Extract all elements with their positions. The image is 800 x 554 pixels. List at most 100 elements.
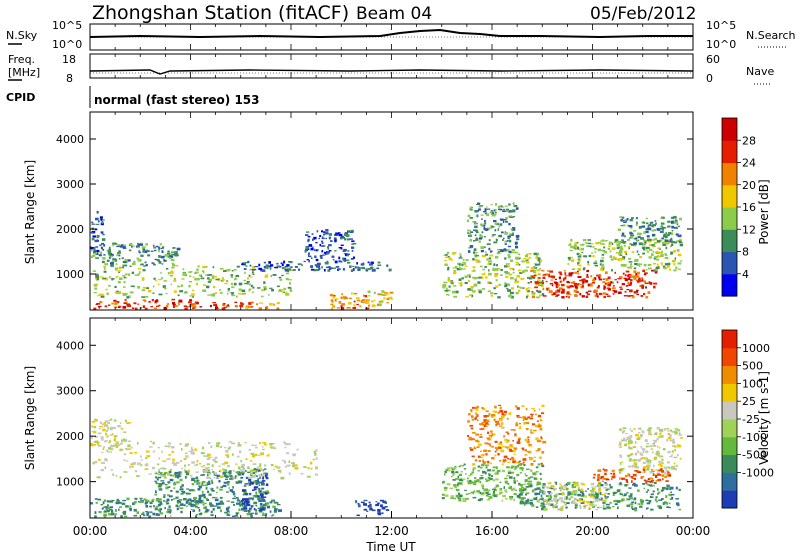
echo-cell [158,249,160,253]
echo-cell [526,253,528,256]
echo-cell [250,284,253,288]
echo-cell [274,508,278,511]
echo-region [367,290,394,307]
echo-cell [579,504,582,507]
colorbar-segment [722,454,737,473]
colorbar-segment [722,401,737,420]
echo-cell [517,269,521,272]
echo-cell [230,501,235,503]
echo-cell [657,454,661,457]
echo-cell [145,450,150,453]
echo-cell [98,220,100,223]
echo-cell [121,448,124,452]
echo-cell [269,501,273,504]
echo-cell [467,229,471,232]
echo-cell [571,486,575,489]
echo-cell [315,242,318,244]
echo-cell [484,208,487,211]
echo-cell [505,490,508,493]
echo-cell [507,248,510,251]
echo-cell [266,455,270,457]
echo-cell [178,302,180,306]
y-tick-label: 4000 [56,133,84,146]
echo-cell [122,499,127,502]
echo-cell [519,463,524,465]
echo-cell [241,303,245,305]
echo-cell [530,267,535,270]
echo-cell [114,259,118,262]
echo-cell [501,469,505,473]
echo-cell [486,243,491,245]
echo-cell [155,513,159,516]
echo-cell [466,219,469,223]
echo-cell [148,473,152,475]
echo-cell [521,405,525,408]
echo-cell [557,508,561,511]
echo-cell [553,292,556,296]
echo-cell [607,281,611,284]
echo-cell [597,474,600,477]
echo-cell [636,293,639,296]
echo-cell [481,273,486,276]
echo-cell [136,245,140,248]
echo-cell [560,291,565,294]
y-tick-label: 3000 [56,385,84,398]
echo-cell [98,306,100,309]
echo-cell [655,457,657,460]
echo-cell [619,250,623,253]
echo-cell [610,281,613,284]
echo-cell [611,475,616,479]
echo-cell [510,295,514,299]
echo-cell [326,260,329,263]
echo-cell [276,285,280,288]
echo-region [90,211,106,254]
echo-cell [601,249,604,252]
echo-cell [546,499,550,503]
echo-cell [160,472,163,475]
echo-cell [652,245,656,248]
echo-cell [644,230,649,234]
echo-cell [199,306,203,308]
echo-cell [468,275,471,278]
echo-cell [622,256,626,259]
echo-cell [102,256,106,260]
echo-cell [330,307,334,311]
echo-cell [186,499,190,501]
echo-cell [158,498,162,501]
echo-cell [156,483,160,485]
echo-cell [589,494,592,498]
echo-cell [667,220,671,223]
echo-cell [171,253,175,256]
echo-cell [294,464,298,467]
echo-cell [93,284,98,287]
echo-cell [308,259,310,263]
echo-cell [158,471,161,473]
echo-cell [504,240,508,243]
echo-cell [104,420,109,423]
echo-cell [491,212,495,215]
echo-cell [110,418,113,421]
echo-cell [273,506,276,509]
echo-cell [668,502,671,505]
echo-cell [231,491,235,493]
echo-cell [669,232,672,235]
echo-cell [642,269,645,272]
echo-cell [311,246,314,248]
echo-cell [172,498,176,500]
echo-cell [551,293,554,296]
echo-cell [315,449,318,452]
echo-cell [644,282,649,284]
echo-cell [173,487,176,489]
echo-cell [270,464,274,467]
echo-cell [472,221,477,223]
echo-cell [491,433,494,436]
echo-cell [626,481,629,483]
echo-cell [507,458,510,460]
echo-cell [204,511,208,513]
echo-cell [656,240,661,243]
echo-cell [325,229,329,232]
echo-cell [617,278,622,280]
echo-cell [517,286,522,288]
echo-cell [108,248,111,252]
echo-cell [235,274,240,277]
